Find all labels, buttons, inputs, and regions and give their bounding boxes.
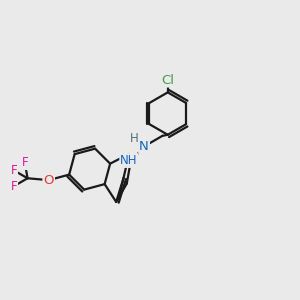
Text: H: H bbox=[130, 132, 139, 145]
Text: F: F bbox=[22, 156, 28, 169]
Text: Cl: Cl bbox=[161, 74, 174, 86]
Text: N: N bbox=[139, 140, 149, 153]
Text: F: F bbox=[11, 180, 17, 193]
Text: F: F bbox=[11, 164, 17, 177]
Text: NH: NH bbox=[120, 154, 138, 167]
Text: O: O bbox=[44, 174, 54, 187]
